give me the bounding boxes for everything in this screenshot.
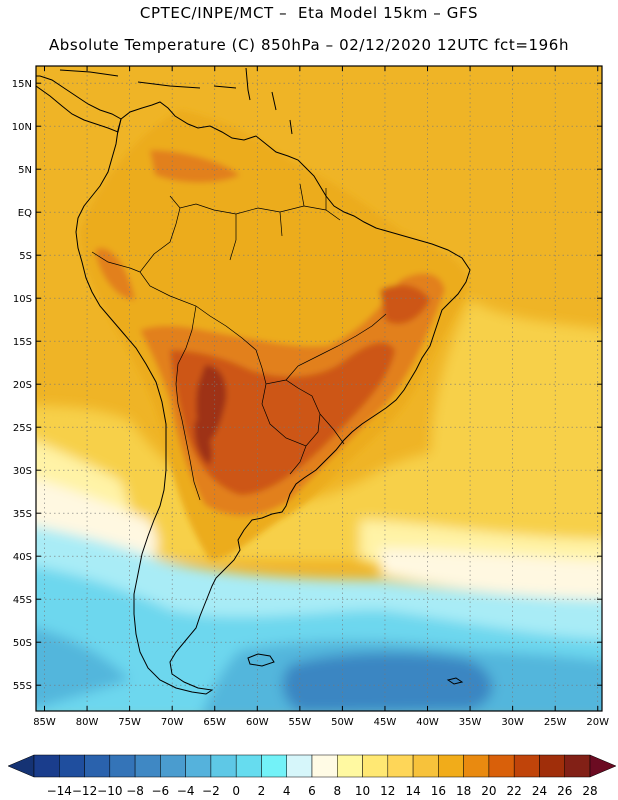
field-cream-band [36, 478, 602, 600]
lon-tick-label: 70W [161, 717, 184, 728]
south-america-coastline [75, 101, 471, 695]
colorbar-label: 20 [481, 784, 496, 798]
colorbar-swatch [438, 754, 464, 778]
field-continent-warm [80, 110, 469, 560]
colorbar-swatch [463, 754, 490, 778]
colorbar-label: −4 [177, 784, 195, 798]
field-deep-blue-patch [282, 653, 493, 711]
colorbar: −14 −12 −10 −8 −6 −4 −2 0 2 4 6 8 10 12 14 16 18 20 22 24 26… [7, 754, 617, 798]
lon-tick-label: 85W [33, 717, 56, 728]
axis-ticks: 85W 80W 75W 70W 65W 60W 55W 50W 45W 40W 35W 30W 25W 2… [12, 66, 609, 728]
colorbar-swatch [109, 754, 136, 778]
lat-tick-label: 15S [13, 337, 32, 348]
colorbar-label: −8 [126, 784, 144, 798]
colorbar-swatch [84, 754, 111, 778]
colorbar-swatch [160, 754, 186, 778]
field-subtropical-band [36, 404, 602, 561]
map-title-line1: CPTEC/INPE/MCT – Eta Model 15km – GFS [139, 4, 479, 22]
falkland-islands-coastline [247, 653, 275, 667]
colorbar-swatch [286, 754, 313, 778]
south-georgia-coastline [446, 677, 464, 685]
lat-tick-label: EQ [18, 208, 32, 219]
colorbar-swatch [564, 754, 591, 778]
colorbar-swatch [134, 754, 161, 778]
lon-tick-label: 80W [76, 717, 99, 728]
map-title-line2: Absolute Temperature (C) 850hPa – 02/12/… [48, 36, 570, 54]
lon-tick-label: 65W [203, 717, 226, 728]
lat-tick-label: 30S [13, 466, 32, 477]
colorbar-label: 24 [532, 784, 547, 798]
lat-tick-label: 40S [13, 552, 32, 563]
colorbar-swatch [235, 754, 262, 778]
caribbean-islands-coastline [59, 67, 293, 135]
lat-tick-label: 55S [13, 681, 32, 692]
colorbar-label: −10 [97, 784, 122, 798]
colorbar-swatch [210, 754, 237, 778]
colorbar-swatch [387, 754, 414, 778]
colorbar-label: −14 [47, 784, 72, 798]
colorbar-label: −6 [152, 784, 170, 798]
lon-tick-label: 30W [501, 717, 524, 728]
colorbar-label: 2 [258, 784, 266, 798]
lon-tick-label: 55W [289, 717, 312, 728]
lon-tick-label: 75W [118, 717, 141, 728]
lat-tick-label: 10N [12, 122, 32, 133]
lat-tick-label: 45S [13, 595, 32, 606]
country-borders [91, 183, 387, 501]
colorbar-swatch [261, 754, 287, 778]
lat-tick-label: 25S [13, 423, 32, 434]
colorbar-label: 8 [333, 784, 341, 798]
colorbar-label: −12 [72, 784, 97, 798]
colorbar-label: 14 [405, 784, 420, 798]
lon-tick-label: 35W [459, 717, 482, 728]
lat-tick-label: 20S [13, 380, 32, 391]
field-pale-band [36, 441, 602, 580]
colorbar-label: 22 [507, 784, 522, 798]
central-america-coastline [36, 75, 122, 133]
lon-tick-label: 40W [416, 717, 439, 728]
temperature-field [36, 66, 602, 711]
colorbar-swatch [337, 754, 363, 778]
colorbar-label: 10 [355, 784, 370, 798]
political-borders [91, 183, 387, 501]
colorbar-label: 6 [308, 784, 316, 798]
colorbar-swatch [513, 754, 540, 778]
colorbar-swatch [539, 754, 565, 778]
lat-tick-label: 50S [13, 638, 32, 649]
field-hot-dark-core [194, 365, 227, 465]
lon-tick-label: 25W [544, 717, 567, 728]
colorbar-label: 18 [456, 784, 471, 798]
colorbar-label: 4 [283, 784, 291, 798]
field-hot-red-area [170, 284, 430, 495]
lat-tick-label: 15N [12, 79, 32, 90]
colorbar-label: 26 [557, 784, 572, 798]
lat-tick-label: 10S [13, 294, 32, 305]
colorbar-label: −2 [202, 784, 220, 798]
lat-tick-label: 5S [19, 251, 32, 262]
colorbar-label: 28 [582, 784, 597, 798]
colorbar-low-extension [7, 754, 35, 778]
colorbar-swatch [311, 754, 338, 778]
lon-tick-label: 20W [586, 717, 609, 728]
colorbar-high-extension [589, 754, 617, 778]
colorbar-label: 12 [380, 784, 395, 798]
colorbar-swatch [185, 754, 212, 778]
lat-tick-label: 5N [18, 165, 32, 176]
colorbar-label: 0 [232, 784, 240, 798]
coastlines [36, 67, 471, 695]
colorbar-swatch [362, 754, 389, 778]
colorbar-swatch [59, 754, 85, 778]
lon-tick-label: 50W [331, 717, 354, 728]
colorbar-label: 16 [431, 784, 446, 798]
colorbar-swatch [33, 754, 60, 778]
lon-tick-label: 60W [246, 717, 269, 728]
colorbar-swatch [488, 754, 515, 778]
lat-tick-label: 35S [13, 509, 32, 520]
lon-tick-label: 45W [374, 717, 397, 728]
colorbar-swatch [412, 754, 439, 778]
map-frame [35, 65, 603, 712]
